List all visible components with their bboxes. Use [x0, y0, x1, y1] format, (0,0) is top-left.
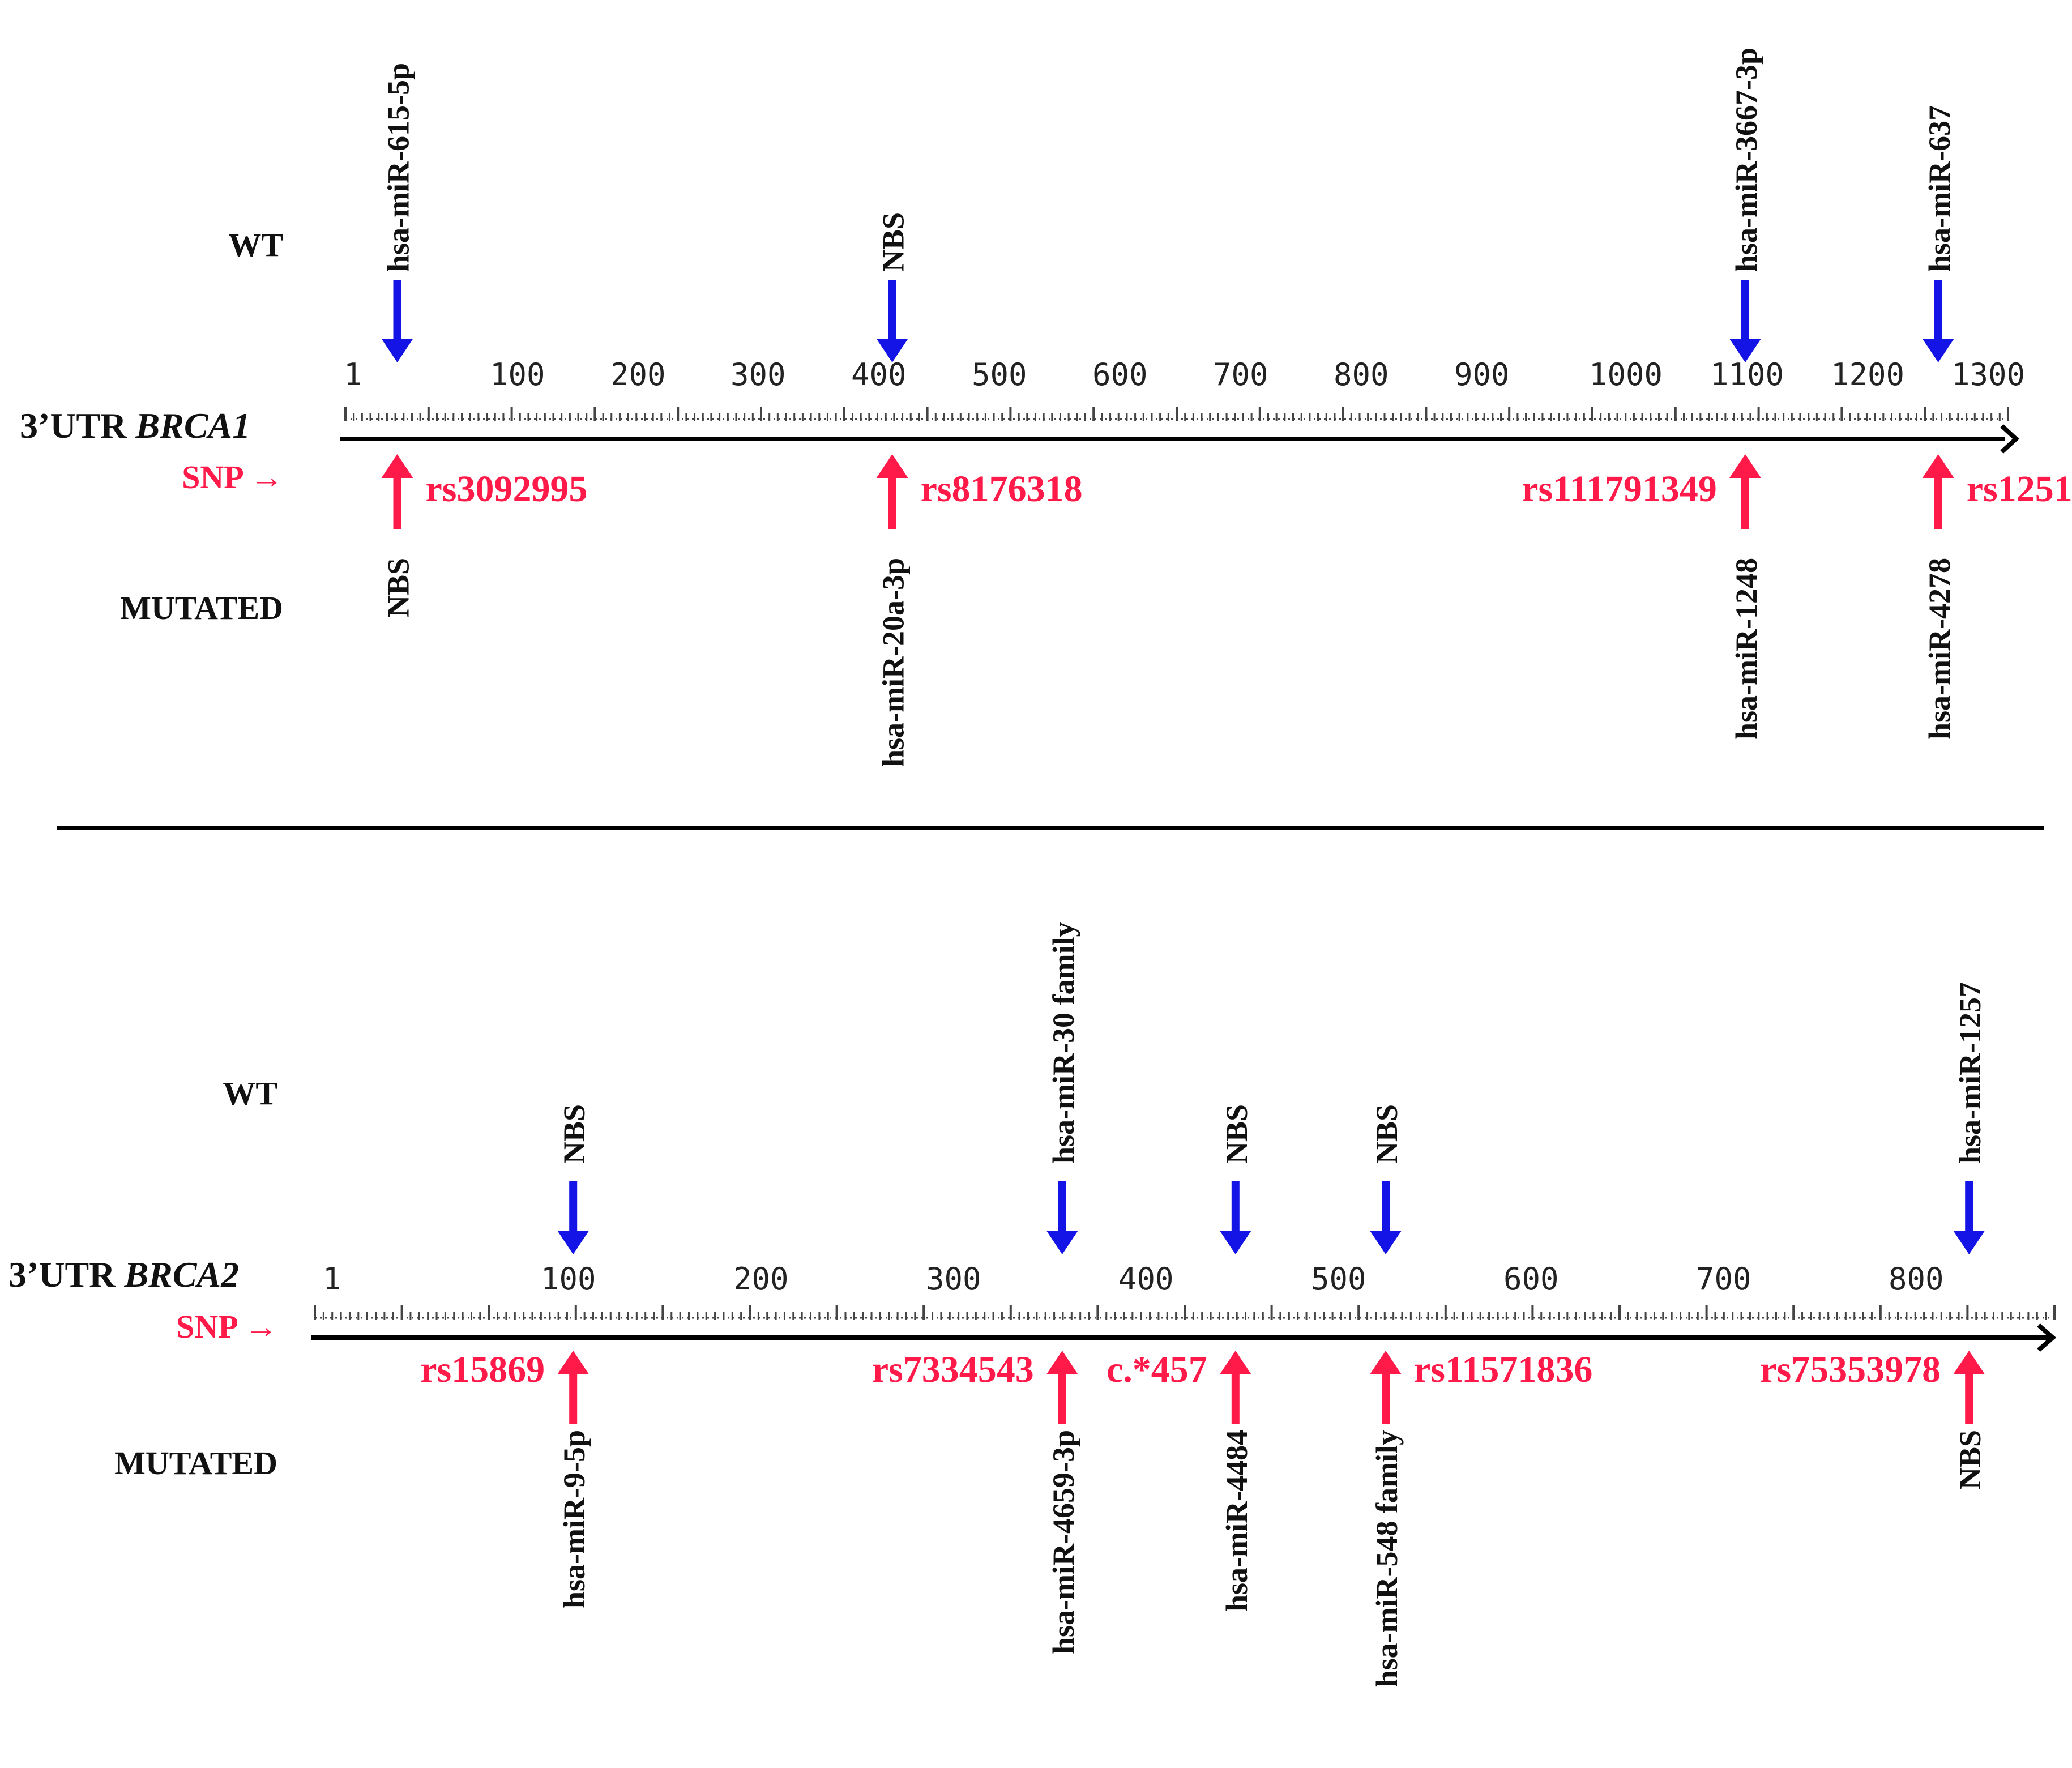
axis-tick-labels: 1 100 200 300 400 500 600 700 800	[323, 1261, 1944, 1297]
tick-label: 800	[1889, 1261, 1944, 1297]
mutated-binding-label: hsa-miR-20a-3p	[877, 558, 911, 767]
wt-arrow	[1729, 280, 1761, 362]
mutated-binding-label: NBS	[1953, 1430, 1987, 1489]
site: hsa-miR-3667-3p rs111791349 hsa-miR-1248	[1522, 48, 1763, 740]
tick-label: 600	[1092, 357, 1148, 392]
site: NBS rs11571836 hsa-miR-548 family	[1370, 1104, 1592, 1687]
tick-label: 1300	[1951, 357, 2025, 392]
wt-row-label: WT	[228, 227, 283, 263]
ruler-ticks	[314, 1305, 2056, 1320]
wt-arrow	[1922, 280, 1954, 362]
mutated-row-label: MUTATED	[120, 590, 283, 626]
wt-binding-label: NBS	[1220, 1104, 1254, 1164]
axis-arrowhead	[2000, 424, 2019, 454]
snp-id-label: rs111791349	[1522, 468, 1717, 510]
tick-label: 1100	[1710, 357, 1784, 392]
wt-arrow	[1046, 1181, 1078, 1254]
gene-title: 3’UTR BRCA2	[8, 1254, 239, 1295]
snp-arrow	[1729, 454, 1761, 529]
site: hsa-miR-637 rs12516 hsa-miR-4278	[1922, 105, 2072, 740]
tick-label: 500	[972, 357, 1027, 392]
tick-label: 1	[344, 357, 362, 392]
wt-arrow	[1370, 1181, 1402, 1254]
snp-arrow	[381, 454, 413, 529]
tick-label: 400	[1118, 1261, 1174, 1297]
mutated-binding-label: hsa-miR-9-5p	[557, 1430, 591, 1608]
site: NBS c.*457 hsa-miR-4484	[1107, 1104, 1254, 1612]
wt-arrow	[381, 280, 413, 362]
axis-arrowhead	[2037, 1323, 2057, 1352]
tick-label: 1200	[1831, 357, 1904, 392]
snp-arrow	[1953, 1351, 1985, 1424]
snp-arrow	[876, 454, 908, 529]
wt-arrow	[1219, 1181, 1251, 1254]
snp-arrow	[1922, 454, 1954, 529]
wt-binding-label: hsa-miR-615-5p	[382, 63, 416, 272]
mutated-binding-label: NBS	[382, 558, 416, 617]
wt-binding-label: NBS	[557, 1104, 591, 1164]
mutated-binding-label: hsa-miR-1248	[1729, 558, 1763, 740]
snp-arrow	[557, 1351, 589, 1424]
tick-label: 100	[490, 357, 545, 392]
wt-binding-label: NBS	[877, 212, 911, 272]
mutated-binding-label: hsa-miR-4484	[1220, 1430, 1254, 1612]
snp-id-label: rs75353978	[1760, 1349, 1941, 1390]
snp-id-label: rs8176318	[921, 468, 1083, 510]
tick-label: 200	[610, 357, 666, 392]
mutated-binding-label: hsa-miR-4278	[1923, 558, 1956, 740]
wt-arrow	[557, 1181, 589, 1254]
axis-tick-labels: 1 100 200 300 400 500 600 700 800 900 1000 1100 1200…	[344, 357, 2025, 392]
sites: hsa-miR-615-5p rs3092995 NBS NBS rs8176318 hs…	[381, 48, 2072, 767]
tick-label: 900	[1454, 357, 1510, 392]
ruler-ticks	[344, 407, 2009, 421]
site: hsa-miR-1257 rs75353978 NBS	[1760, 982, 1987, 1489]
tick-label: 100	[541, 1261, 596, 1297]
wt-arrow	[1953, 1181, 1985, 1254]
mutated-binding-label: hsa-miR-548 family	[1370, 1430, 1404, 1687]
wt-arrow	[876, 280, 908, 362]
tick-label: 500	[1311, 1261, 1366, 1297]
snp-id-label: c.*457	[1107, 1349, 1207, 1390]
tick-label: 300	[730, 357, 786, 392]
sites: NBS rs15869 hsa-miR-9-5p hsa-miR-30 family r…	[420, 922, 1987, 1688]
panel-brca1: WT MUTATED SNP → 3’UTR BRCA1 1 100 200 300 4…	[20, 48, 2072, 767]
wt-binding-label: hsa-miR-30 family	[1046, 922, 1080, 1164]
tick-label: 700	[1696, 1261, 1751, 1297]
snp-row-label: SNP →	[176, 1308, 277, 1345]
tick-label: 1	[323, 1261, 341, 1297]
site: hsa-miR-30 family rs7334543 hsa-miR-4659-3…	[872, 922, 1080, 1654]
snp-id-label: rs15869	[420, 1349, 545, 1390]
gene-title: 3’UTR BRCA1	[20, 405, 250, 446]
wt-binding-label: hsa-miR-1257	[1953, 982, 1987, 1164]
tick-label: 300	[926, 1261, 981, 1297]
snp-row-label: SNP →	[182, 459, 283, 496]
tick-label: 600	[1503, 1261, 1559, 1297]
snp-arrow	[1046, 1351, 1078, 1424]
snp-id-label: rs7334543	[872, 1349, 1034, 1390]
snp-arrow	[1219, 1351, 1251, 1424]
snp-id-label: rs3092995	[426, 468, 588, 510]
snp-arrow	[1370, 1351, 1402, 1424]
panel-brca2: WT MUTATED SNP → 3’UTR BRCA2 1 100 200 300 4…	[8, 922, 2057, 1688]
snp-id-label: rs11571836	[1414, 1349, 1592, 1390]
wt-binding-label: NBS	[1370, 1104, 1404, 1164]
site: NBS rs15869 hsa-miR-9-5p	[420, 1104, 591, 1608]
snp-id-label: rs12516	[1967, 468, 2072, 510]
wt-binding-label: hsa-miR-637	[1923, 105, 1956, 272]
tick-label: 800	[1334, 357, 1389, 392]
tick-label: 200	[733, 1261, 789, 1297]
site: NBS rs8176318 hsa-miR-20a-3p	[876, 212, 1083, 767]
wt-binding-label: hsa-miR-3667-3p	[1729, 48, 1763, 272]
tick-label: 400	[851, 357, 907, 392]
mutated-binding-label: hsa-miR-4659-3p	[1046, 1430, 1080, 1654]
tick-label: 700	[1213, 357, 1268, 392]
mutated-row-label: MUTATED	[114, 1445, 277, 1481]
wt-row-label: WT	[223, 1075, 277, 1112]
tick-label: 1000	[1589, 357, 1663, 392]
site: hsa-miR-615-5p rs3092995 NBS	[381, 63, 588, 617]
